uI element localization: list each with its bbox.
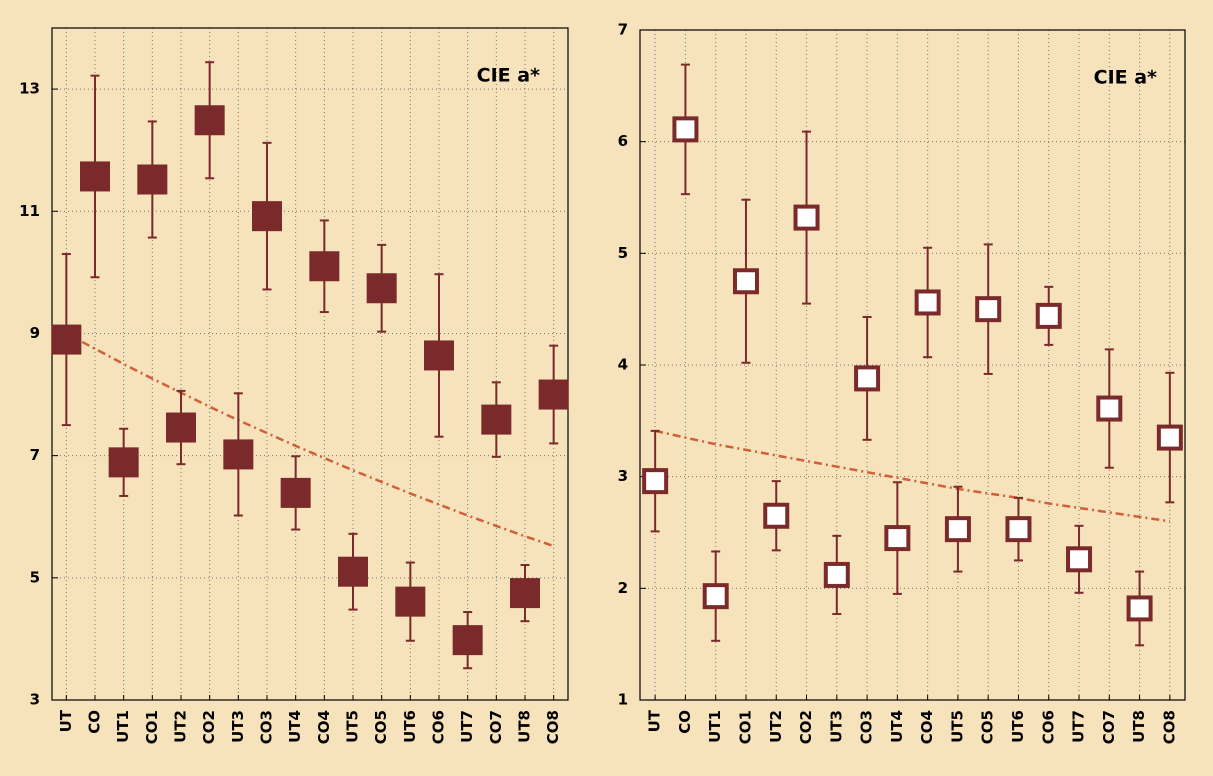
marker	[338, 556, 368, 587]
x-tick-label: UT3	[827, 710, 845, 743]
x-tick-label: CO6	[1039, 710, 1057, 744]
marker	[194, 105, 225, 136]
marker	[1066, 546, 1093, 573]
y-tick-label: 13	[19, 80, 40, 98]
y-tick-label: 7	[618, 21, 628, 39]
y-tick-label: 5	[30, 568, 40, 586]
x-tick-label: CO1	[143, 710, 161, 744]
marker	[108, 447, 139, 478]
x-tick-label: CO	[86, 710, 104, 734]
annotation: CIE a*	[477, 65, 540, 87]
plot-area	[52, 28, 568, 700]
marker	[366, 273, 397, 304]
x-tick-label: CO8	[544, 710, 562, 744]
marker	[793, 204, 820, 231]
marker	[732, 268, 759, 295]
y-tick-label: 11	[19, 202, 40, 220]
y-tick-label: 4	[618, 356, 628, 374]
marker	[1156, 424, 1183, 451]
x-tick-label: CO5	[979, 710, 997, 744]
plot-border	[51, 27, 569, 701]
marker	[763, 502, 790, 529]
marker	[424, 340, 454, 371]
marker	[481, 404, 512, 435]
y-tick-label: 2	[618, 579, 628, 597]
x-tick-label: UT3	[229, 710, 247, 743]
x-tick-label: CO1	[736, 710, 754, 744]
marker	[166, 412, 196, 443]
x-tick-label: UT1	[706, 710, 724, 743]
marker	[1005, 516, 1032, 543]
marker	[672, 116, 699, 143]
x-tick-label: CO7	[487, 710, 505, 744]
x-tick-label: UT2	[172, 710, 190, 743]
x-tick-label: UT4	[286, 710, 304, 743]
y-tick-label: 5	[618, 244, 628, 262]
x-tick-label: CO5	[372, 710, 390, 744]
marker	[1126, 595, 1153, 622]
trend-line	[654, 429, 1171, 523]
y-tick-label: 7	[30, 446, 40, 464]
x-tick-label: UT8	[516, 710, 534, 743]
trend-line	[65, 332, 555, 548]
marker	[223, 439, 254, 470]
marker	[51, 324, 82, 355]
plot-border	[639, 29, 1186, 701]
marker	[137, 164, 168, 195]
marker	[395, 586, 426, 617]
x-tick-label: UT5	[948, 710, 966, 743]
marker	[823, 561, 850, 588]
x-tick-label: CO4	[315, 710, 333, 744]
x-tick-label: CO6	[430, 710, 448, 744]
marker	[280, 477, 311, 508]
x-tick-label: UT	[646, 709, 664, 732]
marker	[854, 365, 881, 392]
marker	[944, 516, 971, 543]
marker	[452, 625, 483, 656]
x-tick-label: CO2	[200, 710, 218, 744]
x-tick-label: CO7	[1100, 710, 1118, 744]
x-tick-label: UT5	[344, 710, 362, 743]
x-tick-label: UT6	[401, 710, 419, 743]
x-tick-label: CO4	[918, 710, 936, 744]
marker	[510, 578, 540, 609]
marker	[252, 201, 282, 232]
x-tick-label: CO3	[258, 710, 276, 744]
y-tick-label: 9	[30, 324, 40, 342]
marker	[914, 289, 941, 316]
x-tick-label: UT7	[1070, 710, 1088, 743]
x-tick-label: UT2	[767, 710, 785, 743]
marker	[538, 379, 569, 410]
marker	[975, 296, 1002, 323]
y-tick-label: 1	[618, 691, 628, 709]
y-tick-label: 3	[618, 467, 628, 485]
marker	[884, 525, 911, 552]
x-tick-label: UT8	[1130, 710, 1148, 743]
marker	[80, 161, 110, 192]
x-tick-label: CO8	[1160, 710, 1178, 744]
marker	[309, 251, 340, 282]
marker	[702, 583, 729, 610]
x-tick-label: UT	[57, 709, 75, 732]
x-tick-label: UT7	[458, 710, 476, 743]
marker	[1035, 302, 1062, 329]
x-tick-label: UT1	[114, 710, 132, 743]
y-tick-label: 3	[30, 691, 40, 709]
x-tick-label: UT4	[888, 710, 906, 743]
x-tick-label: UT6	[1009, 710, 1027, 743]
x-tick-label: CO3	[858, 710, 876, 744]
x-tick-label: CO2	[797, 710, 815, 744]
marker	[642, 468, 669, 495]
y-tick-label: 6	[618, 132, 628, 150]
annotation: CIE a*	[1094, 67, 1157, 89]
marker	[1096, 395, 1123, 422]
x-tick-label: CO	[676, 710, 694, 734]
